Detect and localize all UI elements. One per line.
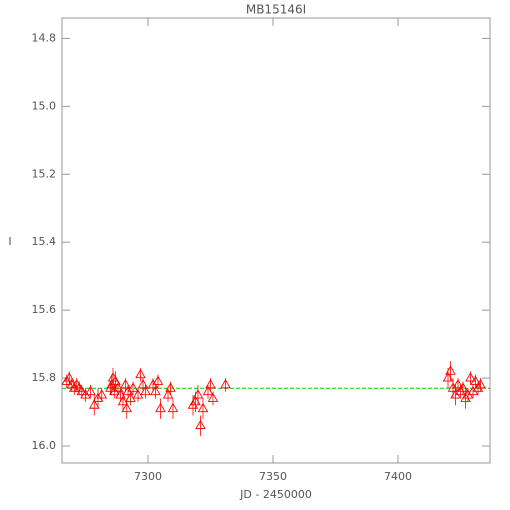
data-point xyxy=(127,382,139,392)
data-point xyxy=(120,378,131,389)
data-point xyxy=(462,389,474,399)
data-point xyxy=(167,402,179,413)
y-tick-label: 16.0 xyxy=(32,439,57,452)
data-point xyxy=(80,389,91,399)
data-point xyxy=(207,392,219,402)
data-point xyxy=(85,385,96,396)
y-tick-label: 15.8 xyxy=(32,371,57,384)
data-point xyxy=(470,375,481,385)
y-tick-label: 15.0 xyxy=(32,99,57,112)
x-axis-label: JD - 2450000 xyxy=(239,488,312,501)
data-point xyxy=(122,385,134,396)
data-point xyxy=(106,378,118,389)
data-point xyxy=(192,389,204,399)
data-point xyxy=(452,378,464,389)
data-point xyxy=(76,385,88,396)
x-tick-label: 7350 xyxy=(259,470,287,483)
x-tick-label: 7300 xyxy=(134,470,162,483)
data-point xyxy=(112,382,124,392)
y-tick-label: 15.6 xyxy=(32,303,57,316)
data-point xyxy=(88,399,100,409)
data-point xyxy=(155,402,166,413)
y-axis-label: I xyxy=(8,235,11,248)
data-point xyxy=(96,389,108,399)
y-tick-label: 14.8 xyxy=(32,31,57,44)
data-point xyxy=(165,382,176,392)
data-point xyxy=(450,389,461,399)
data-point xyxy=(195,419,206,430)
data-point xyxy=(220,378,231,389)
y-tick-label: 15.2 xyxy=(32,167,57,180)
data-point xyxy=(121,402,133,413)
data-point xyxy=(117,395,129,406)
data-point xyxy=(150,385,161,396)
x-tick-label: 7400 xyxy=(384,470,412,483)
data-point xyxy=(467,385,479,396)
data-point xyxy=(465,372,476,382)
data-point xyxy=(108,385,120,396)
data-point xyxy=(132,389,144,399)
data-point xyxy=(140,385,151,396)
y-tick-label: 15.4 xyxy=(32,235,57,248)
data-point xyxy=(152,375,164,385)
data-point xyxy=(63,372,75,382)
data-point xyxy=(110,375,121,385)
data-point xyxy=(457,382,469,392)
data-point xyxy=(445,365,456,375)
data-point xyxy=(125,392,136,402)
plot-frame xyxy=(61,17,491,464)
data-point xyxy=(137,378,149,389)
data-point xyxy=(147,378,159,389)
data-point xyxy=(92,392,104,402)
data-point xyxy=(475,378,486,389)
data-point xyxy=(135,368,146,379)
data-point xyxy=(205,378,216,389)
chart-title: MB15146I xyxy=(246,3,306,17)
data-point xyxy=(197,402,209,413)
